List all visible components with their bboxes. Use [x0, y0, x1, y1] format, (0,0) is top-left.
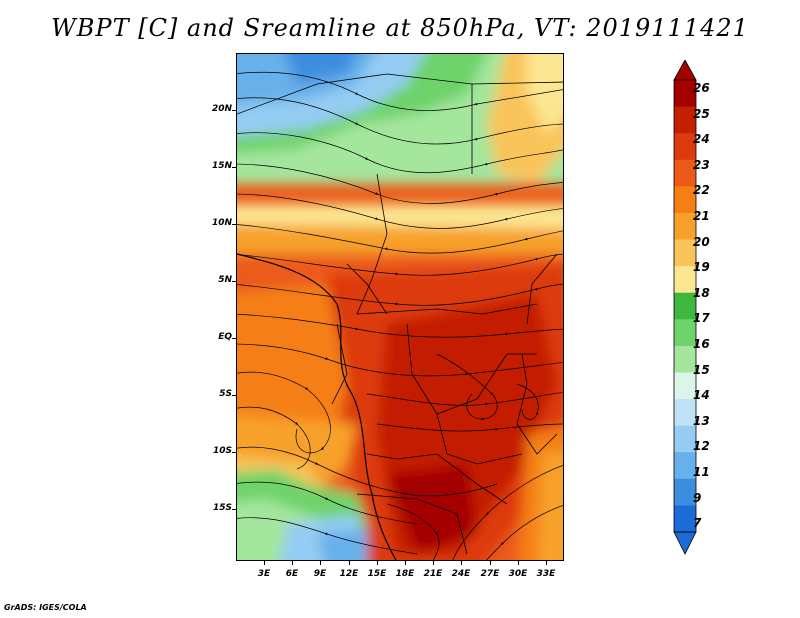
coastline	[237, 253, 397, 560]
lon-tick	[377, 561, 378, 565]
lat-tick	[232, 281, 236, 282]
colorbar-band	[674, 239, 696, 267]
colorbar-band	[674, 106, 696, 134]
colorbar-label-24: 24	[693, 132, 710, 146]
lon-label-6e: 6E	[285, 569, 299, 579]
lat-tick	[232, 338, 236, 339]
lon-tick	[349, 561, 350, 565]
lon-tick	[264, 561, 265, 565]
lon-tick	[320, 561, 321, 565]
colorbar-label-18: 18	[693, 286, 710, 300]
footer-credit: GrADS: IGES/COLA	[4, 603, 87, 612]
lon-label-30e: 30E	[508, 569, 528, 579]
lat-tick	[232, 452, 236, 453]
lon-tick	[405, 561, 406, 565]
colorbar-label-11: 11	[693, 465, 710, 479]
lon-label-18e: 18E	[395, 569, 415, 579]
lat-label-10n: 10N	[211, 218, 232, 228]
colorbar-label-7: 7	[693, 516, 702, 530]
colorbar-label-25: 25	[693, 107, 710, 121]
colorbar-label-13: 13	[693, 414, 710, 428]
colorbar	[673, 60, 697, 555]
colorbar-label-14: 14	[693, 388, 710, 402]
lat-tick	[232, 110, 236, 111]
colorbar-label-23: 23	[693, 158, 710, 172]
colorbar-label-15: 15	[693, 363, 710, 377]
colorbar-label-16: 16	[693, 337, 710, 351]
lat-label-20n: 20N	[211, 104, 232, 114]
lat-tick	[232, 395, 236, 396]
colorbar-label-17: 17	[693, 311, 710, 325]
colorbar-band	[674, 159, 696, 187]
lon-label-33e: 33E	[536, 569, 556, 579]
lon-label-12e: 12E	[339, 569, 359, 579]
colorbar-band	[674, 186, 696, 214]
colorbar-label-21: 21	[693, 209, 710, 223]
lat-label-5n: 5N	[218, 275, 232, 285]
lat-label-15s: 15S	[212, 503, 232, 513]
colorbar-band	[674, 372, 696, 400]
colorbar-band	[674, 478, 696, 506]
lat-label-eq: EQ	[218, 332, 232, 342]
lat-label-5s: 5S	[219, 389, 232, 399]
lat-tick	[232, 509, 236, 510]
colorbar-band	[674, 505, 696, 533]
colorbar-outline	[673, 79, 697, 533]
lat-tick	[232, 224, 236, 225]
colorbar-label-26: 26	[693, 81, 710, 95]
lat-tick	[232, 167, 236, 168]
colorbar-band	[674, 399, 696, 427]
wbpt-field-map	[237, 54, 563, 560]
lat-label-10s: 10S	[212, 446, 232, 456]
colorbar-band	[674, 292, 696, 320]
colorbar-band	[674, 319, 696, 347]
colorbar-band	[674, 212, 696, 241]
lon-tick	[518, 561, 519, 565]
colorbar-label-20: 20	[693, 235, 710, 249]
lon-label-21e: 21E	[423, 569, 443, 579]
lon-tick	[490, 561, 491, 565]
colorbar-max-triangle	[673, 60, 697, 81]
colorbar-min-triangle	[673, 531, 697, 555]
lat-label-15n: 15N	[211, 161, 232, 171]
lon-label-15e: 15E	[367, 569, 387, 579]
lon-label-24e: 24E	[451, 569, 471, 579]
map-panel	[236, 53, 564, 561]
colorbar-label-9: 9	[693, 491, 702, 505]
colorbar-band	[674, 266, 696, 294]
colorbar-band	[674, 452, 696, 480]
streamlines	[237, 71, 563, 560]
lon-tick	[292, 561, 293, 565]
lon-label-27e: 27E	[480, 569, 500, 579]
chart-title: WBPT [C] and Sreamline at 850hPa, VT: 20…	[51, 14, 749, 42]
lon-tick	[461, 561, 462, 565]
colorbar-band	[674, 345, 696, 373]
colorbar-band	[674, 425, 696, 453]
colorbar-band	[674, 80, 696, 108]
colorbar-label-12: 12	[693, 439, 710, 453]
lon-label-3e: 3E	[257, 569, 271, 579]
colorbar-label-22: 22	[693, 183, 710, 197]
colorbar-label-19: 19	[693, 260, 710, 274]
lon-label-9e: 9E	[313, 569, 327, 579]
lon-tick	[433, 561, 434, 565]
lon-tick	[546, 561, 547, 565]
colorbar-band	[674, 133, 696, 161]
